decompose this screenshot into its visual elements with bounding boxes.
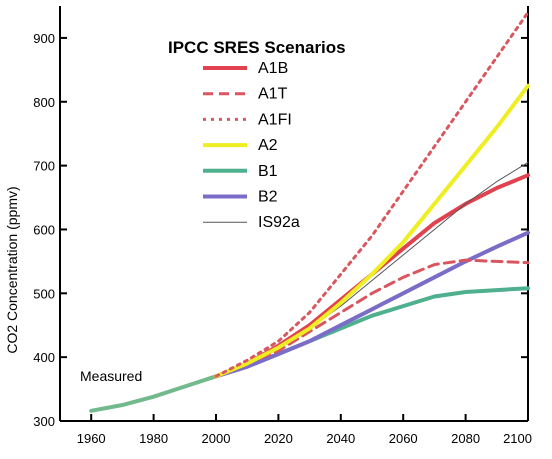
series-line-a1fi — [214, 10, 530, 378]
axes: 300 400 500 600 700 800 900 1960 1980 2000 2020 204… — [33, 6, 532, 446]
x-tick-label: 2060 — [389, 431, 418, 446]
x-tick-label: 2040 — [326, 431, 355, 446]
y-tick-label: 700 — [33, 159, 55, 174]
legend-label-a2: A2 — [258, 137, 278, 154]
measured-series-line — [89, 374, 218, 413]
legend-label-b2: B2 — [258, 189, 278, 206]
y-tick-label: 500 — [33, 286, 55, 301]
measured-annotation: Measured — [80, 368, 142, 384]
y-tick-label: 400 — [33, 350, 55, 365]
chart-title: IPCC SRES Scenarios — [168, 38, 346, 57]
x-tick-label: 2020 — [264, 431, 293, 446]
x-tick-label: 2100 — [503, 431, 532, 446]
x-tick-label: 2000 — [202, 431, 231, 446]
y-tick-label: 600 — [33, 222, 55, 237]
legend: A1B A1T A1FI A2 B1 B2 IS92a — [203, 60, 300, 231]
series-line-b2 — [214, 230, 530, 379]
x-tick-label: 2080 — [451, 431, 480, 446]
legend-label-is92a: IS92a — [258, 214, 300, 231]
legend-label-b1: B1 — [258, 163, 278, 180]
legend-label-a1fi: A1FI — [258, 111, 292, 128]
y-tick-label: 800 — [33, 95, 55, 110]
series-line-a2 — [214, 83, 530, 379]
x-tick-label: 1960 — [77, 431, 106, 446]
y-tick-label: 300 — [33, 414, 55, 429]
y-tick-label: 900 — [33, 31, 55, 46]
x-tick-label: 1980 — [139, 431, 168, 446]
y-axis-label: CO2 Concentration (ppmv) — [4, 186, 20, 353]
legend-label-a1t: A1T — [258, 86, 288, 103]
legend-label-a1b: A1B — [258, 60, 288, 77]
series-layer — [89, 10, 530, 413]
